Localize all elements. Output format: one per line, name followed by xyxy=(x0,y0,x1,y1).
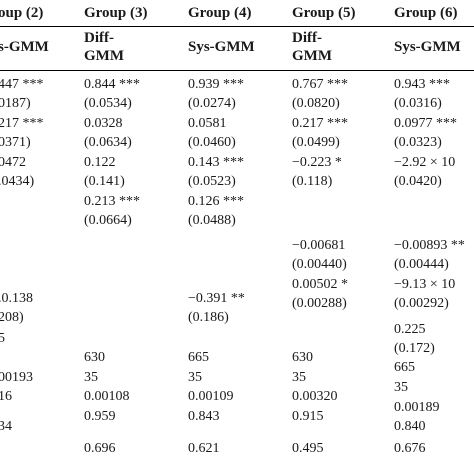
table-cell: 208) xyxy=(0,310,24,325)
header-group-3: Group (3) xyxy=(84,5,148,21)
table-cell: 0.00109 xyxy=(188,389,234,404)
table-cell: (0.0499) xyxy=(292,135,340,150)
table-cell: 630 xyxy=(292,350,313,365)
table-cell: 35 xyxy=(188,370,202,385)
method-label: GMM xyxy=(84,48,124,64)
table-cell: 34 xyxy=(0,419,12,434)
table-cell: (0.0634) xyxy=(84,135,132,150)
subheader-rule xyxy=(0,70,474,71)
table-cell: 0472 xyxy=(0,155,26,170)
table-cell: 0.844 *** xyxy=(84,77,140,92)
table-cell: 0.495 xyxy=(292,441,324,456)
table-cell: 0.696 xyxy=(84,441,116,456)
table-cell: .0.138 xyxy=(0,291,33,306)
header-group-2: oup (2) xyxy=(0,5,44,21)
table-cell: 0.0977 *** xyxy=(394,116,457,131)
table-cell: 0.959 xyxy=(84,409,116,424)
table-cell: (0.172) xyxy=(394,341,435,356)
table-cell: 0.217 *** xyxy=(292,116,348,131)
table-cell: (0.00288) xyxy=(292,296,347,311)
table-cell: 35 xyxy=(292,370,306,385)
table-cell: 35 xyxy=(84,370,98,385)
table-cell: 0.767 *** xyxy=(292,77,348,92)
method-label: GMM xyxy=(292,48,332,64)
method-label: Diff- xyxy=(292,30,322,46)
header-group-4: Group (4) xyxy=(188,5,252,21)
table-cell: (0.00440) xyxy=(292,257,347,272)
table-cell: −0.00681 xyxy=(292,238,346,253)
table-cell: 665 xyxy=(394,360,415,375)
table-cell: 0.00189 xyxy=(394,400,440,415)
table-cell: (0.0523) xyxy=(188,174,236,189)
table-cell: 0.676 xyxy=(394,441,426,456)
table-cell: 0.0328 xyxy=(84,116,123,131)
table-cell: 0.143 *** xyxy=(188,155,244,170)
table-cell: −9.13 × 10 xyxy=(394,277,456,292)
table-cell: 0.840 xyxy=(394,419,426,434)
table-cell: (0.0534) xyxy=(84,96,132,111)
table-cell: 5 xyxy=(0,331,5,346)
table-cell: 0.943 *** xyxy=(394,77,450,92)
table-cell: 00193 xyxy=(0,370,33,385)
table-cell: 0371) xyxy=(0,135,31,150)
table-cell: (0.0460) xyxy=(188,135,236,150)
table-cell: 0.939 *** xyxy=(188,77,244,92)
method-label: Sys-GMM xyxy=(394,39,461,55)
table-cell: (0.141) xyxy=(84,174,125,189)
table-cell: 0187) xyxy=(0,96,31,111)
table-cell: −0.391 ** xyxy=(188,291,245,306)
table-cell: 0.00320 xyxy=(292,389,338,404)
table-cell: 0.225 xyxy=(394,322,426,337)
table-cell: −0.00893 ** xyxy=(394,238,465,253)
table-cell: (0.0820) xyxy=(292,96,340,111)
table-cell: 0.843 xyxy=(188,409,220,424)
table-cell: 665 xyxy=(188,350,209,365)
method-label: Sys-GMM xyxy=(188,39,255,55)
table-cell: 447 *** xyxy=(0,77,44,92)
table-cell: .0434) xyxy=(0,174,35,189)
header-group-6: Group (6) xyxy=(394,5,458,21)
table-cell: 0.0581 xyxy=(188,116,227,131)
table-cell: (0.00444) xyxy=(394,257,449,272)
table-cell: −0.223 * xyxy=(292,155,342,170)
table-cell: 0.213 *** xyxy=(84,194,140,209)
table-cell: 0.915 xyxy=(292,409,324,424)
table-cell: (0.0323) xyxy=(394,135,442,150)
method-label: Diff- xyxy=(84,30,114,46)
table-cell: (0.00292) xyxy=(394,296,449,311)
header-group-5: Group (5) xyxy=(292,5,356,21)
method-label: s-GMM xyxy=(0,39,49,55)
table-cell: −2.92 × 10 xyxy=(394,155,456,170)
table-cell: (0.0316) xyxy=(394,96,442,111)
table-cell: 0.126 *** xyxy=(188,194,244,209)
table-cell: (0.0274) xyxy=(188,96,236,111)
table-cell: 16 xyxy=(0,389,12,404)
table-cell: 217 *** xyxy=(0,116,44,131)
table-cell: 0.00502 * xyxy=(292,277,348,292)
table-cell: (0.118) xyxy=(292,174,333,189)
table-cell: (0.186) xyxy=(188,310,229,325)
table-cell: 0.621 xyxy=(188,441,220,456)
table-cell: 0.00108 xyxy=(84,389,130,404)
table-cell: 0.122 xyxy=(84,155,116,170)
table-cell: 630 xyxy=(84,350,105,365)
table-cell: (0.0488) xyxy=(188,213,236,228)
table-cell: (0.0420) xyxy=(394,174,442,189)
table-cell: (0.0664) xyxy=(84,213,132,228)
header-rule xyxy=(0,26,474,27)
table-cell: 35 xyxy=(394,380,408,395)
